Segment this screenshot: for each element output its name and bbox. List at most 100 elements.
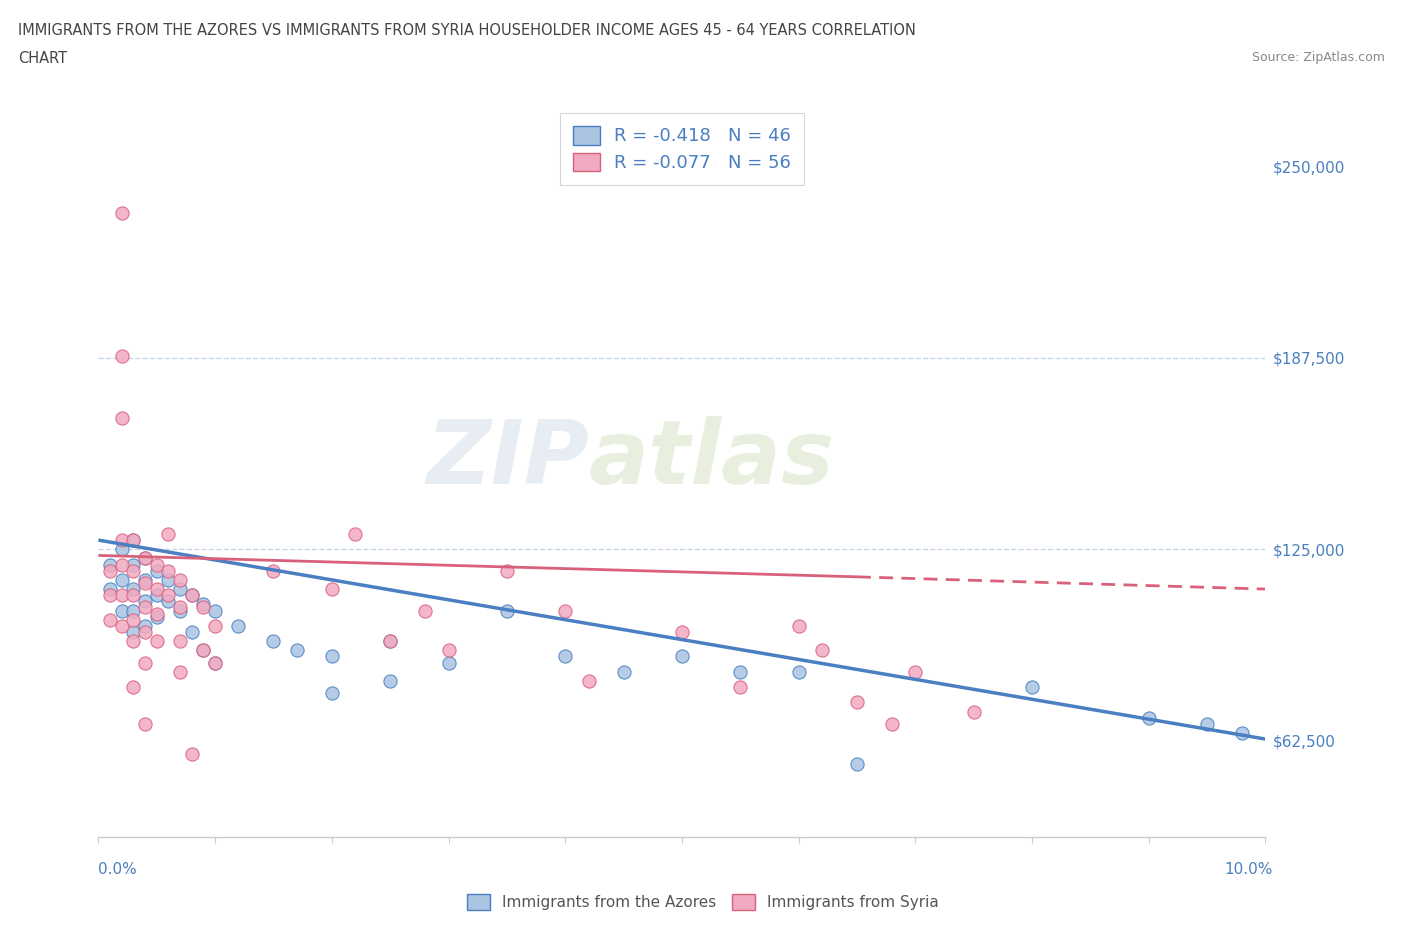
Point bbox=[122, 680, 145, 695]
Point bbox=[134, 600, 156, 615]
Point bbox=[122, 557, 145, 572]
Point bbox=[437, 643, 460, 658]
Point bbox=[111, 349, 134, 364]
Point bbox=[157, 564, 180, 578]
Point bbox=[193, 600, 215, 615]
Point bbox=[122, 533, 145, 548]
Point bbox=[811, 643, 834, 658]
Point bbox=[285, 643, 308, 658]
Text: 0.0%: 0.0% bbox=[98, 862, 138, 877]
Point bbox=[111, 588, 134, 603]
Point bbox=[180, 588, 202, 603]
Point bbox=[413, 603, 436, 618]
Text: 10.0%: 10.0% bbox=[1225, 862, 1272, 877]
Point bbox=[845, 756, 868, 771]
Point bbox=[169, 633, 191, 648]
Point bbox=[554, 603, 576, 618]
Legend: Immigrants from the Azores, Immigrants from Syria: Immigrants from the Azores, Immigrants f… bbox=[460, 886, 946, 918]
Point bbox=[146, 588, 169, 603]
Point bbox=[134, 716, 156, 731]
Point bbox=[122, 581, 145, 596]
Point bbox=[962, 704, 984, 719]
Point bbox=[134, 551, 156, 566]
Point bbox=[146, 581, 169, 596]
Point bbox=[904, 664, 927, 679]
Point bbox=[787, 618, 810, 633]
Point bbox=[787, 664, 810, 679]
Point bbox=[98, 612, 121, 627]
Point bbox=[111, 206, 134, 220]
Point bbox=[262, 564, 284, 578]
Point bbox=[204, 655, 226, 670]
Point bbox=[880, 716, 903, 731]
Point bbox=[157, 588, 180, 603]
Point bbox=[134, 573, 156, 588]
Point bbox=[134, 624, 156, 639]
Point bbox=[134, 655, 156, 670]
Point bbox=[193, 643, 215, 658]
Point bbox=[146, 564, 169, 578]
Point bbox=[262, 633, 284, 648]
Point bbox=[122, 564, 145, 578]
Point bbox=[321, 649, 343, 664]
Point bbox=[98, 588, 121, 603]
Legend: R = -0.418   N = 46, R = -0.077   N = 56: R = -0.418 N = 46, R = -0.077 N = 56 bbox=[560, 113, 804, 184]
Point bbox=[122, 624, 145, 639]
Point bbox=[1230, 725, 1253, 740]
Point bbox=[495, 564, 517, 578]
Point bbox=[98, 557, 121, 572]
Point bbox=[378, 633, 402, 648]
Point bbox=[134, 551, 156, 566]
Text: atlas: atlas bbox=[589, 417, 834, 503]
Point bbox=[134, 594, 156, 609]
Point bbox=[321, 685, 343, 700]
Text: Source: ZipAtlas.com: Source: ZipAtlas.com bbox=[1251, 51, 1385, 64]
Point bbox=[1137, 711, 1160, 725]
Point bbox=[554, 649, 576, 664]
Point bbox=[671, 624, 693, 639]
Point bbox=[111, 557, 134, 572]
Point bbox=[111, 618, 134, 633]
Point bbox=[134, 618, 156, 633]
Point bbox=[111, 533, 134, 548]
Point bbox=[146, 609, 169, 624]
Point bbox=[146, 633, 169, 648]
Point bbox=[1021, 680, 1043, 695]
Point bbox=[671, 649, 693, 664]
Point bbox=[134, 576, 156, 591]
Point bbox=[169, 573, 191, 588]
Point bbox=[157, 573, 180, 588]
Point bbox=[495, 603, 517, 618]
Point bbox=[146, 557, 169, 572]
Point bbox=[111, 603, 134, 618]
Text: ZIP: ZIP bbox=[426, 417, 589, 503]
Point bbox=[98, 564, 121, 578]
Point bbox=[169, 600, 191, 615]
Point bbox=[146, 606, 169, 621]
Point bbox=[157, 594, 180, 609]
Point bbox=[612, 664, 634, 679]
Point bbox=[169, 581, 191, 596]
Point bbox=[169, 664, 191, 679]
Point bbox=[111, 573, 134, 588]
Point bbox=[157, 526, 180, 541]
Point bbox=[122, 633, 145, 648]
Point bbox=[204, 618, 226, 633]
Point bbox=[378, 633, 402, 648]
Point bbox=[228, 618, 250, 633]
Point bbox=[122, 603, 145, 618]
Point bbox=[111, 542, 134, 557]
Point bbox=[122, 612, 145, 627]
Text: IMMIGRANTS FROM THE AZORES VS IMMIGRANTS FROM SYRIA HOUSEHOLDER INCOME AGES 45 -: IMMIGRANTS FROM THE AZORES VS IMMIGRANTS… bbox=[18, 23, 917, 38]
Point bbox=[728, 664, 751, 679]
Point bbox=[845, 695, 868, 710]
Point bbox=[122, 588, 145, 603]
Point bbox=[111, 410, 134, 425]
Point bbox=[193, 597, 215, 612]
Point bbox=[204, 655, 226, 670]
Point bbox=[204, 603, 226, 618]
Point bbox=[180, 624, 202, 639]
Point bbox=[378, 673, 402, 688]
Point bbox=[344, 526, 367, 541]
Point bbox=[193, 643, 215, 658]
